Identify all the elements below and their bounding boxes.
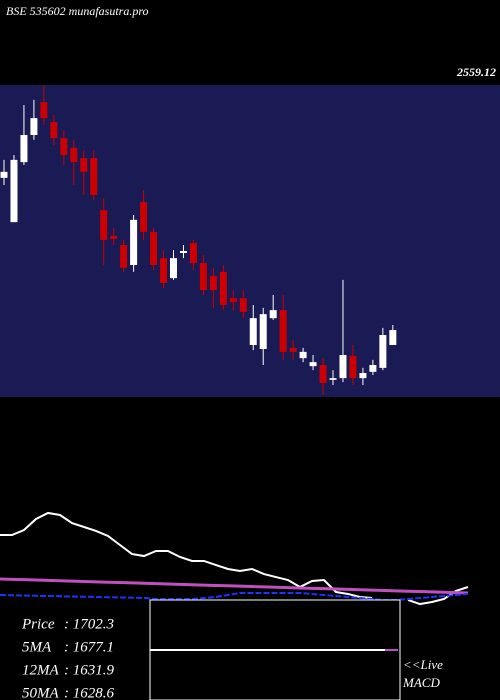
candle-body — [10, 159, 18, 223]
candle-body — [299, 351, 307, 359]
candle-body — [30, 118, 38, 135]
stat-label: 50MA — [22, 685, 59, 700]
macd-label: MACD — [402, 675, 440, 690]
candle-body — [189, 243, 197, 263]
candle-body — [219, 271, 227, 305]
candle-body — [160, 258, 168, 283]
candle-body — [60, 138, 68, 155]
indicator-lines — [0, 511, 469, 606]
candle-body — [349, 355, 357, 379]
indicator-line — [0, 511, 469, 606]
candle-body — [199, 263, 207, 291]
candle-body — [289, 347, 297, 352]
candle-body — [279, 310, 287, 352]
candle-body — [90, 158, 98, 195]
candle-body — [100, 210, 108, 240]
stat-value: : 1628.6 — [64, 685, 114, 700]
live-label: <<Live — [403, 657, 443, 672]
header-title: BSE 535602 munafasutra.pro — [6, 4, 149, 18]
candle-body — [339, 355, 347, 379]
candle-body — [0, 171, 8, 178]
indicator-line — [0, 577, 469, 595]
candle-body — [359, 373, 367, 379]
indicator-line — [0, 592, 469, 601]
candle-body — [249, 318, 257, 345]
candle-body — [130, 219, 138, 265]
stat-value: : 1677.1 — [64, 639, 114, 655]
candle-body — [259, 314, 267, 349]
stat-label: 12MA — [22, 662, 59, 678]
candle-body — [50, 122, 58, 139]
stats: Price : 1702.3 5MA : 1677.1 12MA : 1631.9 50MA… — [21, 616, 114, 700]
candle-body — [40, 102, 48, 119]
candle-body — [369, 365, 377, 372]
candle-body — [179, 251, 187, 253]
candle-body — [269, 310, 277, 319]
candle-body — [169, 258, 177, 279]
stat-label: 5MA — [22, 639, 52, 655]
candle-body — [209, 275, 217, 291]
candle-body — [329, 378, 337, 380]
candles — [0, 85, 397, 395]
candle-body — [110, 235, 118, 239]
candle-body — [80, 158, 88, 172]
price-panel — [0, 85, 500, 397]
candle-body — [150, 231, 158, 265]
candle-body — [379, 335, 387, 368]
candle-body — [309, 362, 317, 367]
candle-body — [20, 135, 28, 163]
candle-body — [70, 147, 78, 163]
candle-body — [389, 330, 397, 345]
candle-body — [229, 298, 237, 303]
candle-body — [319, 365, 327, 383]
stat-label: Price — [21, 616, 55, 632]
price-label: 2559.12 — [456, 65, 496, 79]
stat-value: : 1631.9 — [64, 662, 114, 678]
candle-body — [140, 202, 148, 232]
candle-body — [239, 298, 247, 312]
candle-body — [120, 245, 128, 268]
stat-value: : 1702.3 — [64, 616, 114, 632]
